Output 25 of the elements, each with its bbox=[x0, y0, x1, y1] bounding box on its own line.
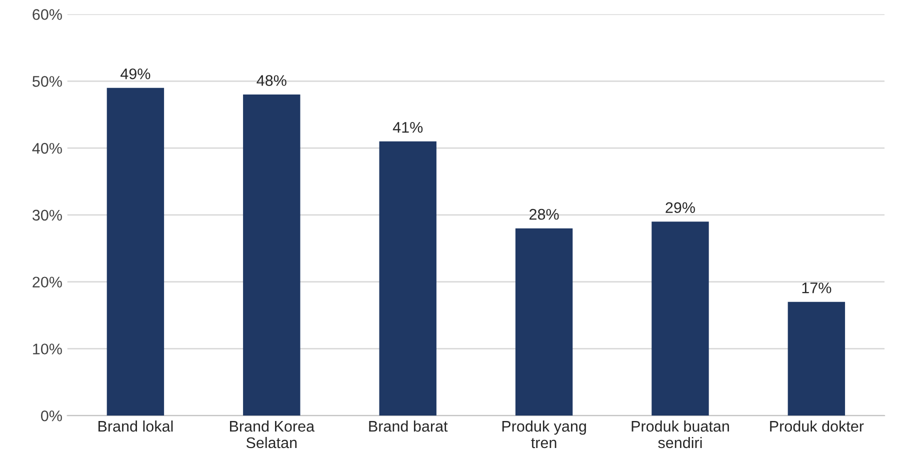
x-tick-label: Brand lokal bbox=[98, 420, 173, 432]
bar bbox=[243, 94, 300, 416]
x-tick-label: Brand Korea Selatan bbox=[230, 420, 315, 448]
y-tick-label: 10% bbox=[33, 344, 62, 354]
y-tick-label: 40% bbox=[32, 142, 62, 154]
x-tick-label: Brand barat bbox=[369, 420, 448, 432]
data-label: 17% bbox=[802, 282, 832, 294]
data-label: 49% bbox=[120, 68, 150, 80]
bar bbox=[515, 228, 573, 416]
x-tick-label: Produk yang tren bbox=[502, 420, 586, 448]
x-tick-label: Produk buatan sendiri bbox=[632, 420, 729, 448]
y-tick-label: 20% bbox=[32, 276, 62, 288]
y-tick-label: 30% bbox=[32, 210, 62, 221]
bar bbox=[379, 141, 436, 416]
data-label: 28% bbox=[530, 208, 559, 220]
y-tick-label: 0% bbox=[41, 410, 62, 422]
bar bbox=[652, 222, 709, 416]
data-label: 29% bbox=[666, 202, 695, 214]
data-label: 41% bbox=[392, 122, 423, 133]
y-tick-label: 50% bbox=[32, 76, 62, 87]
x-tick-label: Produk dokter bbox=[770, 420, 864, 432]
y-tick-label: 60% bbox=[32, 9, 62, 20]
bar bbox=[106, 88, 164, 416]
data-label: 48% bbox=[256, 75, 286, 86]
bar bbox=[788, 302, 846, 416]
